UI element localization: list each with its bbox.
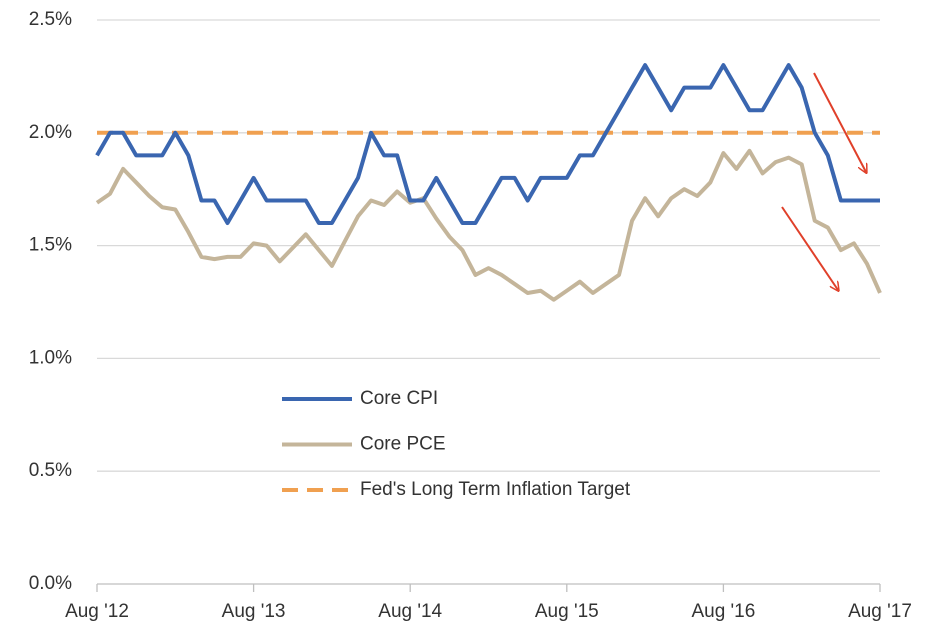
x-tick-label: Aug '14 <box>378 601 442 622</box>
annotation-arrow <box>781 206 838 290</box>
legend-label: Core PCE <box>360 434 446 455</box>
y-tick-label: 2.5% <box>29 9 72 30</box>
y-tick-label: 1.5% <box>29 235 72 256</box>
legend-label: Core CPI <box>360 388 438 409</box>
x-tick-label: Aug '16 <box>691 601 755 622</box>
legend-label: Fed's Long Term Inflation Target <box>360 479 631 500</box>
y-tick-label: 0.5% <box>29 460 72 481</box>
x-tick-label: Aug '15 <box>535 601 599 622</box>
x-tick-label: Aug '17 <box>848 601 912 622</box>
y-tick-label: 2.0% <box>29 122 72 143</box>
y-tick-label: 1.0% <box>29 347 72 368</box>
y-tick-label: 0.0% <box>29 573 72 594</box>
series-line <box>95 63 880 226</box>
x-tick-label: Aug '13 <box>222 601 286 622</box>
x-tick-label: Aug '12 <box>65 601 129 622</box>
annotation-arrow <box>813 72 866 172</box>
series-line <box>95 148 882 302</box>
